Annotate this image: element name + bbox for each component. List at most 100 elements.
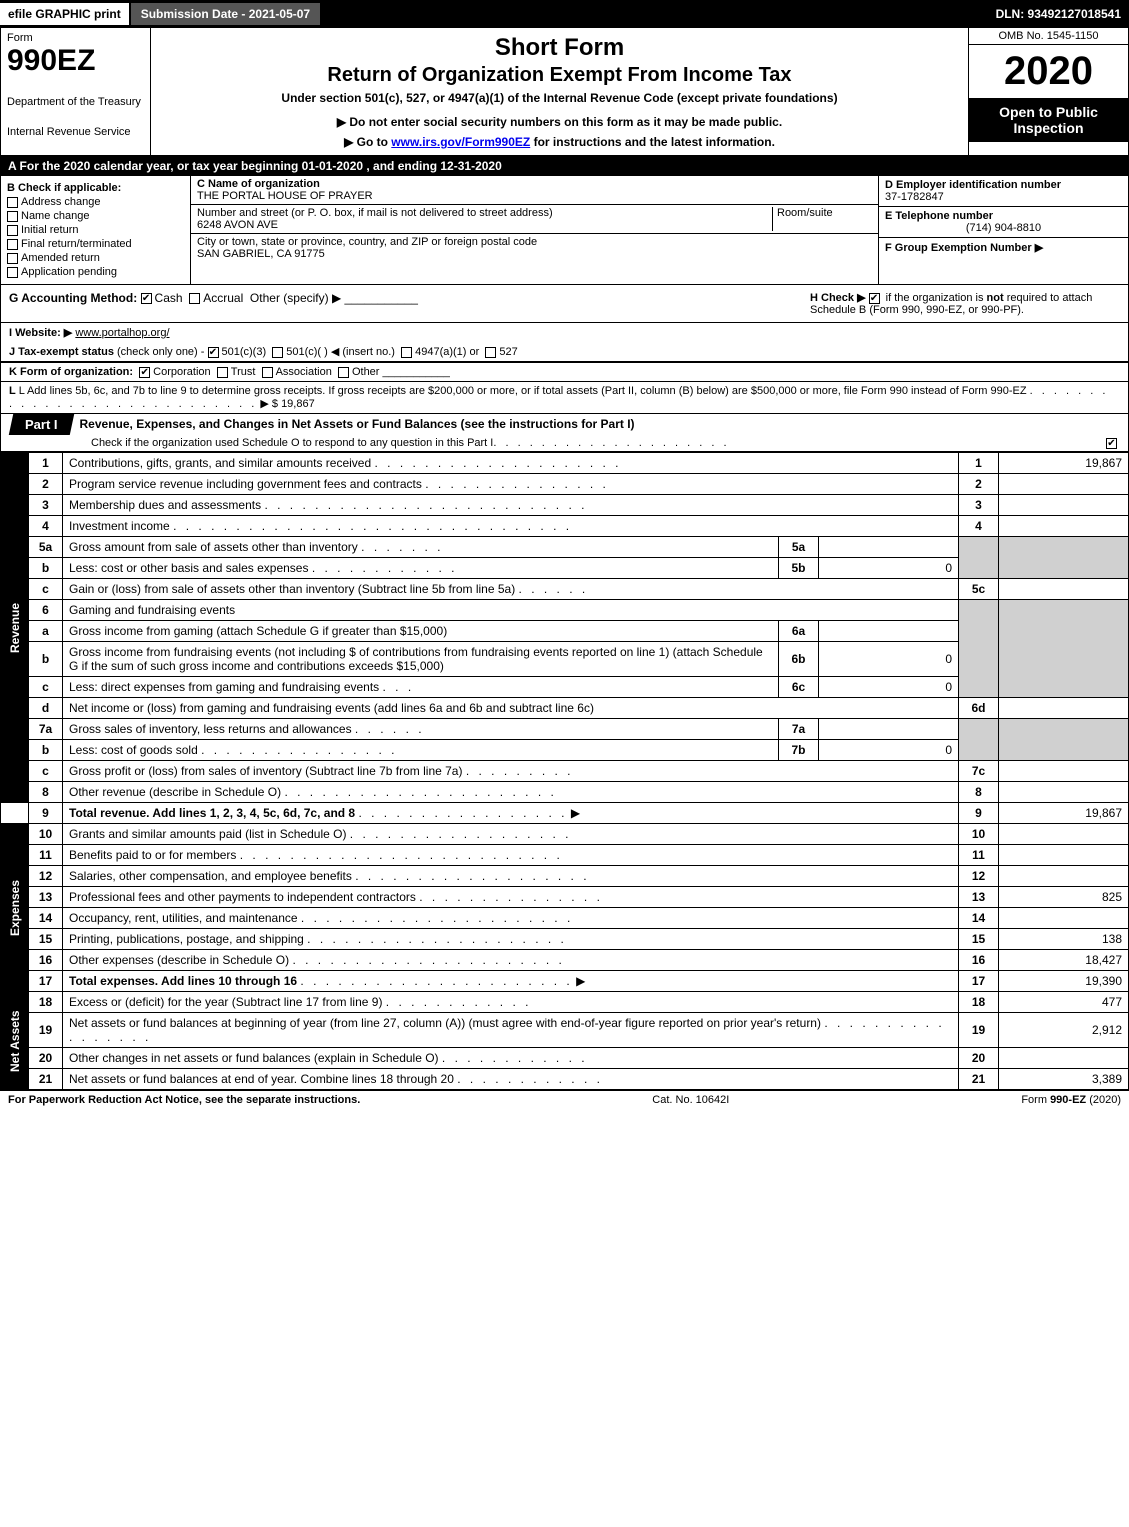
h-prefix: H Check ▶ — [810, 292, 869, 304]
line-text: Other revenue (describe in Schedule O) .… — [63, 782, 959, 803]
g-other: Other (specify) ▶ — [250, 291, 341, 305]
header-right: OMB No. 1545-1150 2020 Open to Public In… — [968, 28, 1128, 155]
opt-label: Amended return — [21, 252, 100, 264]
netassets-side-label: Net Assets — [1, 992, 29, 1090]
e-label: E Telephone number — [885, 210, 993, 222]
checkbox-icon[interactable] — [7, 197, 18, 208]
section-g: G Accounting Method: Cash Accrual Other … — [9, 291, 810, 316]
line-text: Gain or (loss) from sale of assets other… — [63, 579, 959, 600]
section-j: J Tax-exempt status (check only one) - 5… — [0, 342, 1129, 362]
goto-suffix: for instructions and the latest informat… — [530, 135, 775, 149]
checkbox-501c-icon[interactable] — [272, 347, 283, 358]
k-assoc: Association — [276, 366, 332, 378]
inspect-line2: Inspection — [1013, 120, 1083, 136]
line-num: 5a — [29, 537, 63, 558]
city-label: City or town, state or province, country… — [197, 236, 537, 248]
website-value[interactable]: www.portalhop.org/ — [75, 327, 169, 339]
section-h: H Check ▶ if the organization is not req… — [810, 291, 1120, 316]
line-col: 4 — [959, 516, 999, 537]
line-num: 12 — [29, 866, 63, 887]
line-amt: 2,912 — [999, 1013, 1129, 1048]
checkbox-trust-icon[interactable] — [217, 367, 228, 378]
checkbox-icon[interactable] — [7, 225, 18, 236]
sections-def: D Employer identification number 37-1782… — [878, 176, 1128, 284]
line-text: Gross profit or (loss) from sales of inv… — [63, 761, 959, 782]
revenue-side-label: Revenue — [1, 453, 29, 803]
checkbox-accrual-icon[interactable] — [189, 293, 200, 304]
d-label: D Employer identification number — [885, 179, 1061, 191]
line-text: Program service revenue including govern… — [63, 474, 959, 495]
footer-form: 990-EZ — [1050, 1094, 1086, 1106]
org-name-row: C Name of organization THE PORTAL HOUSE … — [191, 176, 878, 205]
line-col: 15 — [959, 929, 999, 950]
line-num: 19 — [29, 1013, 63, 1048]
line-text: Contributions, gifts, grants, and simila… — [63, 453, 959, 474]
line-amt — [999, 761, 1129, 782]
checkbox-527-icon[interactable] — [485, 347, 496, 358]
title-short-form: Short Form — [161, 34, 958, 62]
efile-label: efile GRAPHIC print — [0, 3, 129, 25]
checkbox-assoc-icon[interactable] — [262, 367, 273, 378]
cat-no: Cat. No. 10642I — [360, 1094, 1021, 1106]
l-amount: $ 19,867 — [272, 398, 315, 410]
line-num: b — [29, 740, 63, 761]
k-corp: Corporation — [153, 366, 210, 378]
line-text: Gaming and fundraising events — [63, 600, 959, 621]
checkbox-icon[interactable] — [7, 267, 18, 278]
checkbox-icon[interactable] — [7, 239, 18, 250]
irs-link[interactable]: www.irs.gov/Form990EZ — [391, 135, 530, 149]
footer-suffix: (2020) — [1086, 1094, 1121, 1106]
line-amt — [999, 908, 1129, 929]
footer-prefix: Form — [1021, 1094, 1050, 1106]
line-amt: 18,427 — [999, 950, 1129, 971]
line-col: 21 — [959, 1069, 999, 1090]
mid-amt — [819, 537, 959, 558]
opt-label: Application pending — [21, 266, 117, 278]
grey-cell — [959, 719, 999, 761]
form-header: Form 990EZ Department of the Treasury In… — [0, 28, 1129, 156]
section-b: B Check if applicable: Address change Na… — [1, 176, 191, 284]
checkbox-icon[interactable] — [7, 211, 18, 222]
form-number: 990EZ — [7, 44, 144, 78]
checkbox-501c3-icon[interactable] — [208, 347, 219, 358]
opt-label: Address change — [21, 196, 101, 208]
line-amt — [999, 579, 1129, 600]
line-text: Professional fees and other payments to … — [63, 887, 959, 908]
org-addr: 6248 AVON AVE — [197, 219, 278, 231]
checkbox-h-icon[interactable] — [869, 293, 880, 304]
j-opt4: 527 — [499, 346, 517, 358]
g-label: G Accounting Method: — [9, 291, 137, 305]
line-num: c — [29, 761, 63, 782]
mid-num: 5a — [779, 537, 819, 558]
efile-print[interactable]: print — [91, 7, 121, 21]
checkbox-4947-icon[interactable] — [401, 347, 412, 358]
line-amt — [999, 698, 1129, 719]
line-text: Total revenue. Add lines 1, 2, 3, 4, 5c,… — [63, 803, 959, 824]
line-amt — [999, 866, 1129, 887]
goto-note: ▶ Go to www.irs.gov/Form990EZ for instru… — [161, 135, 958, 149]
line-num: c — [29, 579, 63, 600]
section-i: I Website: ▶ www.portalhop.org/ — [0, 323, 1129, 342]
opt-name-change: Name change — [7, 210, 184, 222]
org-addr-row: Number and street (or P. O. box, if mail… — [191, 205, 878, 234]
checkbox-corp-icon[interactable] — [139, 367, 150, 378]
line-text: Membership dues and assessments . . . . … — [63, 495, 959, 516]
line-num: 6 — [29, 600, 63, 621]
checkbox-icon[interactable] — [7, 253, 18, 264]
line-amt — [999, 495, 1129, 516]
line-amt: 19,867 — [999, 453, 1129, 474]
checkbox-other-icon[interactable] — [338, 367, 349, 378]
j-label: J Tax-exempt status — [9, 346, 114, 358]
line-col: 19 — [959, 1013, 999, 1048]
line-text: Net income or (loss) from gaming and fun… — [63, 698, 959, 719]
org-city-row: City or town, state or province, country… — [191, 234, 878, 262]
line-text: Other changes in net assets or fund bala… — [63, 1048, 959, 1069]
grey-cell — [999, 600, 1129, 698]
checkbox-parti-icon[interactable] — [1106, 438, 1117, 449]
part1-title: Revenue, Expenses, and Changes in Net As… — [72, 414, 1128, 435]
line-amt: 3,389 — [999, 1069, 1129, 1090]
checkbox-cash-icon[interactable] — [141, 293, 152, 304]
efile-graphic[interactable]: GRAPHIC — [35, 7, 90, 21]
line-num: 16 — [29, 950, 63, 971]
line-num: 9 — [29, 803, 63, 824]
